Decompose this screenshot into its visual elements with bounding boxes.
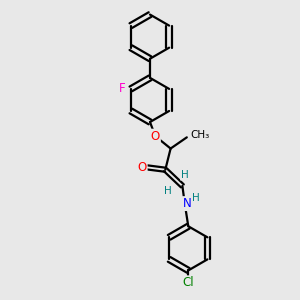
Text: O: O [151, 130, 160, 143]
Text: O: O [137, 161, 147, 174]
Text: Cl: Cl [182, 276, 194, 289]
Text: N: N [183, 197, 191, 210]
Text: H: H [192, 193, 200, 203]
Text: CH₃: CH₃ [190, 130, 210, 140]
Text: F: F [119, 82, 126, 95]
Text: H: H [164, 186, 172, 196]
Text: H: H [181, 170, 188, 180]
